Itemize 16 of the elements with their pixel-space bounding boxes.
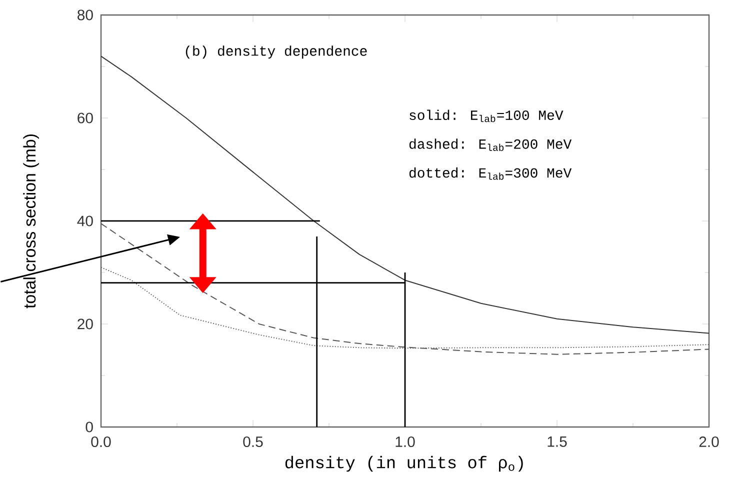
annotation: dashed: E$_{lab}$=200 MeV [409, 138, 572, 151]
x-axis-title: density (in units of ρ$_{o}$) [285, 456, 523, 472]
x-tick-label: 1.5 [548, 436, 567, 447]
x-tick-label: 0.0 [91, 436, 111, 448]
annotation: (b) density dependence [186, 46, 367, 59]
x-tick-label: 2.0 [699, 436, 719, 448]
y-axis-title: total cross section (mb) [23, 134, 39, 308]
y-tick-label: 20 [78, 318, 93, 330]
y-tick-label: 40 [77, 216, 93, 226]
annotation: solid: E$_{lab}$=100 MeV [410, 110, 564, 122]
x-tick-label: 1.0 [396, 436, 415, 448]
x-tick-label: 0.5 [243, 436, 263, 448]
annotation: dotted: E$_{lab}$=300 MeV [409, 167, 572, 180]
y-tick-label: 60 [78, 112, 93, 124]
y-tick-label: 0 [86, 422, 93, 432]
y-tick-label: 80 [78, 10, 93, 20]
